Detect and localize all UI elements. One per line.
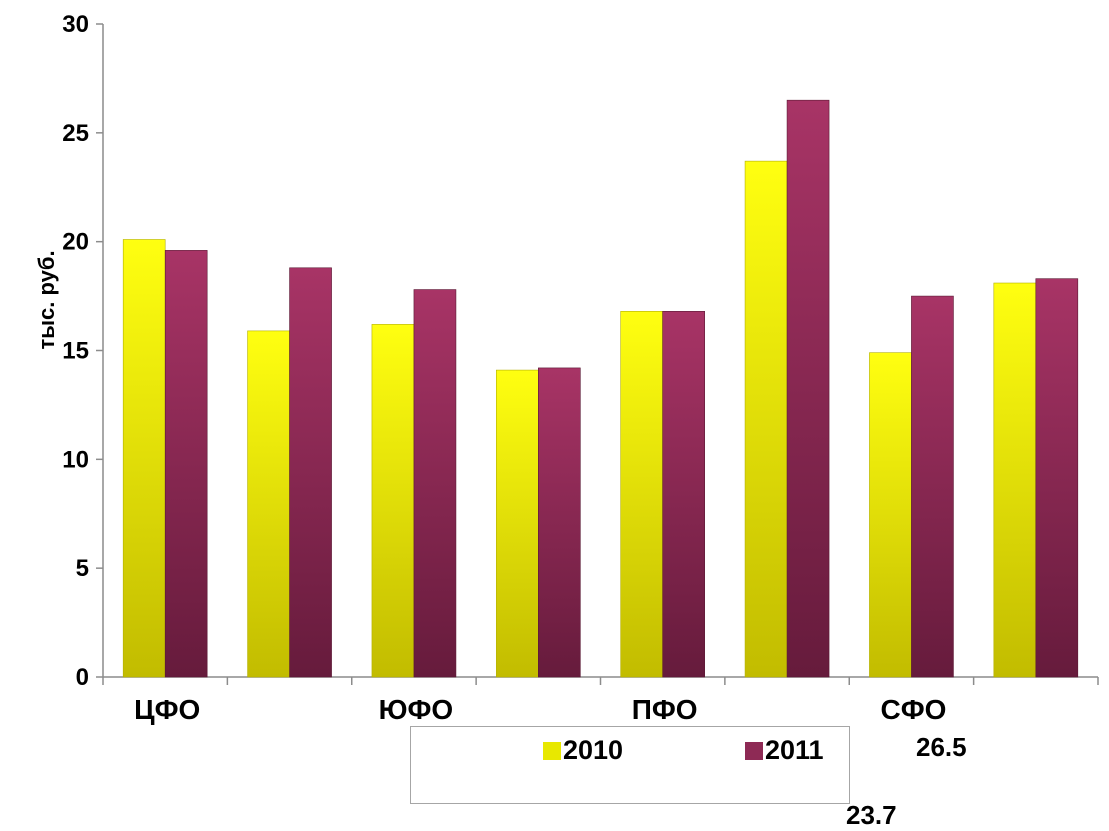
bars bbox=[122, 99, 1079, 678]
y-tick-label: 10 bbox=[62, 446, 89, 473]
bar-2010 bbox=[371, 324, 415, 678]
annotation-26-5: 26.5 bbox=[916, 732, 967, 762]
bar-2011 bbox=[413, 289, 457, 678]
annotation-23-7: 23.7 bbox=[846, 800, 897, 830]
bar-2011 bbox=[911, 295, 954, 678]
bar-2010 bbox=[993, 282, 1037, 678]
legend-item-2011: 2011 bbox=[745, 735, 824, 766]
y-tick-label: 30 bbox=[62, 11, 89, 38]
bar-2010 bbox=[247, 330, 290, 678]
bar-2010 bbox=[620, 311, 663, 678]
bar-2011 bbox=[786, 99, 830, 678]
bar-2011 bbox=[1035, 278, 1079, 678]
legend-swatch-2010 bbox=[543, 741, 561, 760]
y-axis: 0 5 10 15 20 25 30 bbox=[62, 11, 104, 691]
bar-2011 bbox=[538, 367, 581, 678]
bar-2011 bbox=[289, 267, 332, 678]
x-tick-label: ЦФО bbox=[134, 694, 200, 725]
y-tick-label: 5 bbox=[76, 555, 89, 582]
legend-label-2010: 2010 bbox=[563, 735, 624, 765]
x-axis: ЦФО ЮФО ПФО СФО bbox=[102, 676, 1099, 725]
y-tick-label: 25 bbox=[62, 120, 89, 147]
bar-2010 bbox=[869, 352, 912, 678]
y-tick-label: 15 bbox=[62, 338, 89, 365]
x-tick-label: СФО bbox=[880, 694, 946, 725]
bar-2011 bbox=[164, 250, 208, 678]
legend: 2010 2011 bbox=[410, 726, 850, 804]
x-tick-label: ПФО bbox=[632, 694, 698, 725]
legend-label-2011: 2011 bbox=[765, 735, 824, 765]
legend-item-2010: 2010 bbox=[543, 735, 623, 766]
bar-2010 bbox=[122, 239, 166, 678]
bar-2010 bbox=[744, 160, 788, 678]
bar-2011 bbox=[662, 311, 705, 678]
x-tick-label: ЮФО bbox=[379, 694, 454, 725]
legend-swatch-2011 bbox=[745, 741, 763, 760]
y-tick-label: 0 bbox=[76, 664, 89, 691]
bar-2010 bbox=[496, 369, 539, 678]
y-tick-label: 20 bbox=[62, 229, 89, 256]
y-axis-title: тыс. руб. bbox=[34, 250, 59, 349]
